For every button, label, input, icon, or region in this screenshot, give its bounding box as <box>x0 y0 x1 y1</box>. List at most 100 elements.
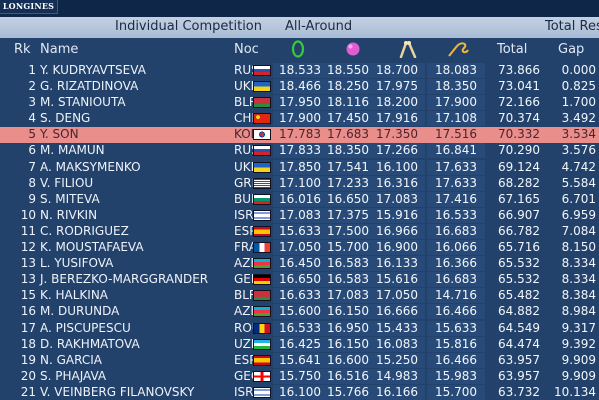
ball-score: 17.541 <box>321 159 375 175</box>
rank-cell: 18 <box>20 336 36 351</box>
noc-code: KOR <box>234 127 259 142</box>
clubs-score: 18.200 <box>369 95 425 111</box>
ribbon-score: 16.683 <box>427 272 485 288</box>
israel-flag-icon <box>253 209 271 221</box>
noc-code: RUS <box>234 63 259 77</box>
athlete-name: V. FILIOU <box>40 175 94 190</box>
total-score: 63.732 <box>498 384 540 399</box>
ribbon-score: 16.466 <box>427 352 485 368</box>
spain-flag-icon <box>253 354 271 366</box>
event-title: All-Around <box>285 19 353 34</box>
greece-flag-icon <box>253 177 271 189</box>
hoop-score: 17.083 <box>273 207 327 223</box>
ribbon-icon <box>446 40 470 62</box>
rank-cell: 13 <box>20 256 36 271</box>
total-score: 66.907 <box>498 207 540 222</box>
table-row: 20 S. PHAJAVA GEO 15.750 16.516 14.983 15.983 6… <box>0 368 599 385</box>
hoop-score: 17.950 <box>273 95 327 111</box>
table-row: 11 C. RODRIGUEZ ESP 15.633 17.500 16.966 16.68… <box>0 223 599 240</box>
athlete-name: N. GARCIA <box>40 352 102 367</box>
clubs-score: 16.100 <box>369 159 425 175</box>
table-row: 9 S. MITEVA BUL 16.016 16.650 17.083 17.416 67.… <box>0 191 599 208</box>
hoop-score: 18.533 <box>273 63 327 78</box>
table-row: 3 M. STANIOUTA BLR 17.950 18.116 18.200 17.900… <box>0 95 599 111</box>
rank-cell: 7 <box>28 159 36 174</box>
rank-cell: 6 <box>28 143 36 158</box>
ribbon-score: 16.841 <box>427 143 485 159</box>
gap-score: 8.334 <box>561 272 596 287</box>
clubs-score: 17.050 <box>369 288 425 304</box>
total-score: 64.549 <box>498 320 540 335</box>
france-flag-icon <box>253 242 271 254</box>
total-score: 65.716 <box>498 240 540 255</box>
clubs-score: 16.966 <box>369 223 425 239</box>
ball-score: 17.233 <box>321 175 375 191</box>
clubs-score: 16.900 <box>369 240 425 256</box>
gap-score: 3.534 <box>561 127 596 142</box>
table-row: 15 K. HALKINA BLR 16.633 17.083 17.050 14.716 6… <box>0 288 599 304</box>
ball-score: 16.150 <box>321 304 375 320</box>
clubs-score: 16.316 <box>369 175 425 191</box>
longines-logo: LONGINES <box>0 0 58 14</box>
rank-cell: 12 <box>20 240 36 255</box>
noc-code: AZE <box>234 304 259 319</box>
gap-score: 4.742 <box>561 159 596 174</box>
gap-score: 3.576 <box>561 143 596 158</box>
table-row: 10 N. RIVKIN ISR 17.083 17.375 15.916 16.533 66… <box>0 207 599 224</box>
total-score: 65.532 <box>498 272 540 287</box>
rank-cell: 13 <box>20 272 36 287</box>
gap-score: 5.584 <box>561 175 596 190</box>
table-row: 2 G. RIZATDINOVA UKR 18.466 18.250 17.975 18.3… <box>0 79 599 95</box>
total-score: 73.866 <box>498 63 540 77</box>
azerbaijan-flag-icon <box>253 306 271 318</box>
ukraine-flag-icon <box>253 161 271 173</box>
results-table: 1 Y. KUDRYAVTSEVA RUS 18.533 18.550 18.700 18.… <box>0 63 599 400</box>
ball-score: 18.350 <box>321 143 375 159</box>
gap-score: 0.000 <box>561 63 596 77</box>
ball-score: 16.650 <box>321 191 375 207</box>
gap-score: 0.825 <box>561 79 596 94</box>
athlete-name: S. MITEVA <box>40 191 100 206</box>
noc-code: UKR <box>234 159 259 174</box>
gap-score: 9.909 <box>561 368 596 383</box>
belarus-flag-icon <box>253 97 271 109</box>
event-header-band: Individual Competition All-Around Total … <box>0 17 599 38</box>
ribbon-score: 15.983 <box>427 368 485 384</box>
noc-code: UKR <box>234 79 259 94</box>
china-flag-icon <box>253 113 271 125</box>
athlete-name: K. MOUSTAFAEVA <box>40 240 144 255</box>
ribbon-score: 15.700 <box>427 384 485 400</box>
clubs-score: 15.916 <box>369 207 425 223</box>
total-score: 67.165 <box>498 191 540 206</box>
ribbon-score: 16.366 <box>427 256 485 272</box>
ball-score: 15.766 <box>321 384 375 400</box>
israel-flag-icon <box>253 386 271 398</box>
gap-score: 6.701 <box>561 191 596 206</box>
table-row: 21 V. VEINBERG FILANOVSKY ISR 16.100 15.766 1… <box>0 384 599 400</box>
ribbon-score: 16.066 <box>427 240 485 256</box>
hoop-score: 17.100 <box>273 175 327 191</box>
rank-cell: 3 <box>28 95 36 110</box>
ball-score: 16.950 <box>321 320 375 336</box>
ball-score: 15.700 <box>321 240 375 256</box>
hoop-score: 16.650 <box>273 272 327 288</box>
athlete-name: G. RIZATDINOVA <box>40 79 139 94</box>
noc-code: ISR <box>234 384 254 399</box>
rank-cell: 8 <box>28 175 36 190</box>
rank-cell: 10 <box>20 207 36 222</box>
noc-code: ESP <box>234 352 257 367</box>
hoop-score: 18.466 <box>273 79 327 95</box>
gap-header: Gap <box>558 42 585 57</box>
total-score: 70.290 <box>498 143 540 158</box>
noc-code: GRE <box>234 175 260 190</box>
athlete-name: C. RODRIGUEZ <box>40 223 129 238</box>
rank-cell: 9 <box>28 191 36 206</box>
hoop-score: 16.016 <box>273 191 327 207</box>
gap-score: 1.700 <box>561 95 596 110</box>
ribbon-score: 17.633 <box>427 159 485 175</box>
gap-score: 8.150 <box>561 240 596 255</box>
rank-cell: 11 <box>20 223 36 238</box>
rank-cell: 20 <box>20 368 36 383</box>
ribbon-score: 16.466 <box>427 304 485 320</box>
gap-score: 10.134 <box>554 384 596 399</box>
